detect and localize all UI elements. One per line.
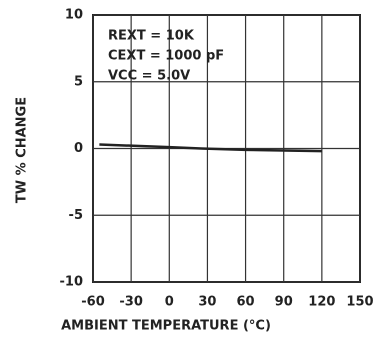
x-tick-label: 30: [198, 295, 216, 310]
x-axis-label: AMBIENT TEMPERATURE (°C): [61, 319, 271, 334]
annotation: VCC = 5.0V: [108, 69, 190, 84]
y-tick-label: 5: [74, 74, 83, 89]
annotation: CEXT = 1000 pF: [108, 49, 224, 64]
x-tick-label: 0: [165, 295, 174, 310]
x-tick-label: 90: [275, 295, 293, 310]
x-tick-label: -30: [119, 295, 143, 310]
annotation: REXT = 10K: [108, 29, 195, 44]
data-line: [99, 143, 322, 153]
y-axis-label: TW % CHANGE: [15, 97, 30, 203]
x-tick-label: -60: [81, 295, 105, 310]
y-tick-label: -5: [69, 208, 83, 223]
y-tick-label: -10: [60, 275, 84, 290]
x-tick-label: 120: [308, 295, 335, 310]
x-tick-label: 60: [237, 295, 255, 310]
x-tick-label: 150: [346, 295, 373, 310]
y-tick-label: 0: [74, 141, 83, 156]
y-tick-label: 10: [65, 8, 83, 23]
